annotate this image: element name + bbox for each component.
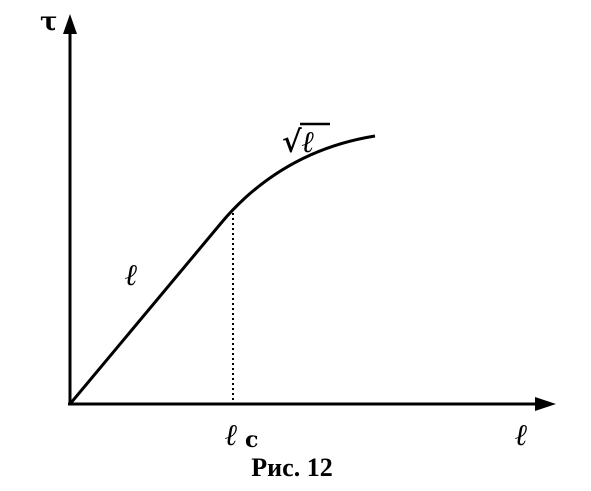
critical-label: ℓ (225, 418, 238, 453)
x-axis-arrow (535, 397, 556, 411)
critical-subscript: c (245, 427, 258, 453)
y-axis-arrow (63, 14, 77, 34)
x-axis-label: ℓ (515, 418, 528, 453)
tau-curve (68, 134, 376, 405)
line-label: ℓ (125, 258, 138, 293)
curve-label: √ℓ (282, 125, 315, 160)
y-axis-label: τ (40, 7, 58, 37)
caption: Рис. 12 (251, 453, 332, 482)
